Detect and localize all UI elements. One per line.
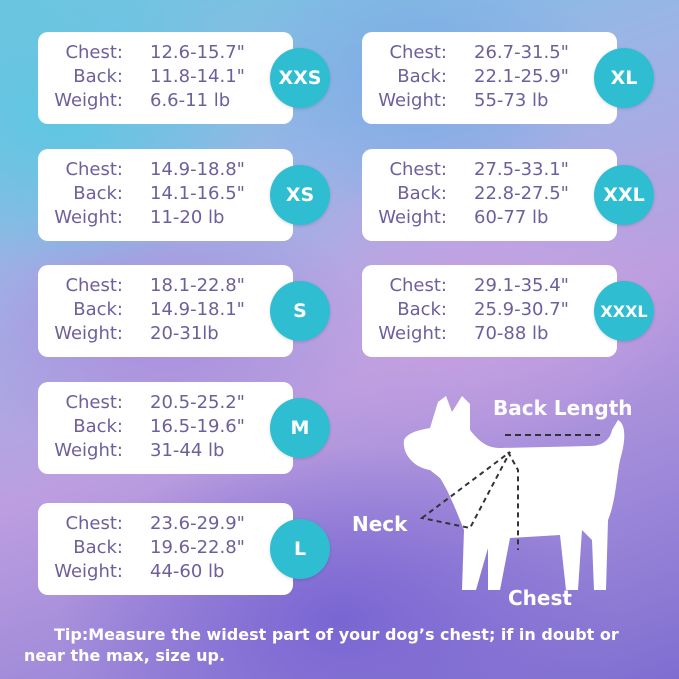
chest-value: 29.1-35.4" — [474, 275, 569, 296]
size-card-xxl: Chest: 27.5-33.1" Back: 22.8-27.5" Weight: 60… — [362, 149, 617, 241]
tip-text: Tip:Measure the widest part of your dog’… — [24, 625, 619, 665]
weight-label: Weight: — [378, 323, 447, 344]
chest-row: Chest: 20.5-25.2" — [38, 392, 293, 416]
back-value: 22.1-25.9" — [474, 66, 569, 87]
weight-label: Weight: — [378, 207, 447, 228]
neck-line — [419, 451, 511, 530]
size-badge: XS — [270, 165, 330, 225]
back-row: Back: 11.8-14.1" — [38, 66, 293, 90]
chest-value: 26.7-31.5" — [474, 42, 569, 63]
size-badge: XXXL — [594, 281, 654, 341]
weight-value: 6.6-11 lb — [150, 90, 231, 111]
chest-label: Chest: — [65, 392, 123, 413]
back-label: Back: — [73, 537, 123, 558]
size-badge: S — [270, 281, 330, 341]
back-row: Back: 25.9-30.7" — [362, 299, 617, 323]
weight-label: Weight: — [54, 561, 123, 582]
chest-row: Chest: 18.1-22.8" — [38, 275, 293, 299]
size-badge: XXL — [594, 165, 654, 225]
chest-row: Chest: 23.6-29.9" — [38, 513, 293, 537]
chest-value: 27.5-33.1" — [474, 159, 569, 180]
size-card-xxs: Chest: 12.6-15.7" Back: 11.8-14.1" Weight: 6.… — [38, 32, 293, 124]
weight-row: Weight: 31-44 lb — [38, 440, 293, 464]
size-card-l: Chest: 23.6-29.9" Back: 19.6-22.8" Weight: 44… — [38, 503, 293, 595]
chest-row: Chest: 26.7-31.5" — [362, 42, 617, 66]
chest-label: Chest: — [389, 159, 447, 180]
size-card-xs: Chest: 14.9-18.8" Back: 14.1-16.5" Weight: 11… — [38, 149, 293, 241]
chest-value: 14.9-18.8" — [150, 159, 245, 180]
size-card-s: Chest: 18.1-22.8" Back: 14.9-18.1" Weight: 20… — [38, 265, 293, 357]
chest-label: Chest: — [65, 42, 123, 63]
back-row: Back: 22.8-27.5" — [362, 183, 617, 207]
size-card-xl: Chest: 26.7-31.5" Back: 22.1-25.9" Weight: 55… — [362, 32, 617, 124]
neck-label: Neck — [352, 512, 408, 536]
chest-line — [507, 451, 519, 550]
chest-label: Chest: — [65, 275, 123, 296]
back-value: 25.9-30.7" — [474, 299, 569, 320]
size-card-m: Chest: 20.5-25.2" Back: 16.5-19.6" Weight: 31… — [38, 382, 293, 474]
weight-row: Weight: 70-88 lb — [362, 323, 617, 347]
size-badge: XXS — [270, 48, 330, 108]
chest-value: 20.5-25.2" — [150, 392, 245, 413]
back-value: 14.1-16.5" — [150, 183, 245, 204]
weight-value: 44-60 lb — [150, 561, 225, 582]
chest-row: Chest: 29.1-35.4" — [362, 275, 617, 299]
back-value: 19.6-22.8" — [150, 537, 245, 558]
back-value: 11.8-14.1" — [150, 66, 245, 87]
weight-value: 20-31lb — [150, 323, 219, 344]
weight-row: Weight: 55-73 lb — [362, 90, 617, 114]
weight-value: 11-20 lb — [150, 207, 225, 228]
back-row: Back: 19.6-22.8" — [38, 537, 293, 561]
chest-label: Chest: — [389, 42, 447, 63]
weight-value: 55-73 lb — [474, 90, 549, 111]
weight-row: Weight: 11-20 lb — [38, 207, 293, 231]
chest-row: Chest: 12.6-15.7" — [38, 42, 293, 66]
weight-row: Weight: 44-60 lb — [38, 561, 293, 585]
back-row: Back: 22.1-25.9" — [362, 66, 617, 90]
weight-row: Weight: 20-31lb — [38, 323, 293, 347]
size-card-xxxl: Chest: 29.1-35.4" Back: 25.9-30.7" Weight: 70… — [362, 265, 617, 357]
size-badge: M — [270, 398, 330, 458]
back-label: Back: — [73, 183, 123, 204]
back-row: Back: 14.9-18.1" — [38, 299, 293, 323]
chest-value: 23.6-29.9" — [150, 513, 245, 534]
chest-label: Chest — [508, 586, 572, 610]
size-badge: L — [270, 519, 330, 579]
weight-label: Weight: — [378, 90, 447, 111]
size-badge: XL — [594, 48, 654, 108]
back-row: Back: 14.1-16.5" — [38, 183, 293, 207]
weight-value: 70-88 lb — [474, 323, 549, 344]
chest-row: Chest: 27.5-33.1" — [362, 159, 617, 183]
weight-value: 31-44 lb — [150, 440, 225, 461]
chest-value: 12.6-15.7" — [150, 42, 245, 63]
dog-silhouette — [403, 396, 625, 590]
back-label: Back: — [397, 299, 447, 320]
weight-label: Weight: — [54, 440, 123, 461]
back-label: Back: — [73, 299, 123, 320]
back-label: Back: — [397, 183, 447, 204]
back-label: Back: — [73, 416, 123, 437]
chest-row: Chest: 14.9-18.8" — [38, 159, 293, 183]
back-row: Back: 16.5-19.6" — [38, 416, 293, 440]
weight-label: Weight: — [54, 90, 123, 111]
chest-label: Chest: — [65, 513, 123, 534]
back-label: Back: — [73, 66, 123, 87]
chest-label: Chest: — [389, 275, 447, 296]
weight-label: Weight: — [54, 207, 123, 228]
weight-row: Weight: 6.6-11 lb — [38, 90, 293, 114]
back-value: 14.9-18.1" — [150, 299, 245, 320]
weight-value: 60-77 lb — [474, 207, 549, 228]
chest-value: 18.1-22.8" — [150, 275, 245, 296]
weight-row: Weight: 60-77 lb — [362, 207, 617, 231]
back-label: Back: — [397, 66, 447, 87]
back-value: 22.8-27.5" — [474, 183, 569, 204]
back-value: 16.5-19.6" — [150, 416, 245, 437]
weight-label: Weight: — [54, 323, 123, 344]
back-length-label: Back Length — [493, 396, 633, 420]
chest-label: Chest: — [65, 159, 123, 180]
